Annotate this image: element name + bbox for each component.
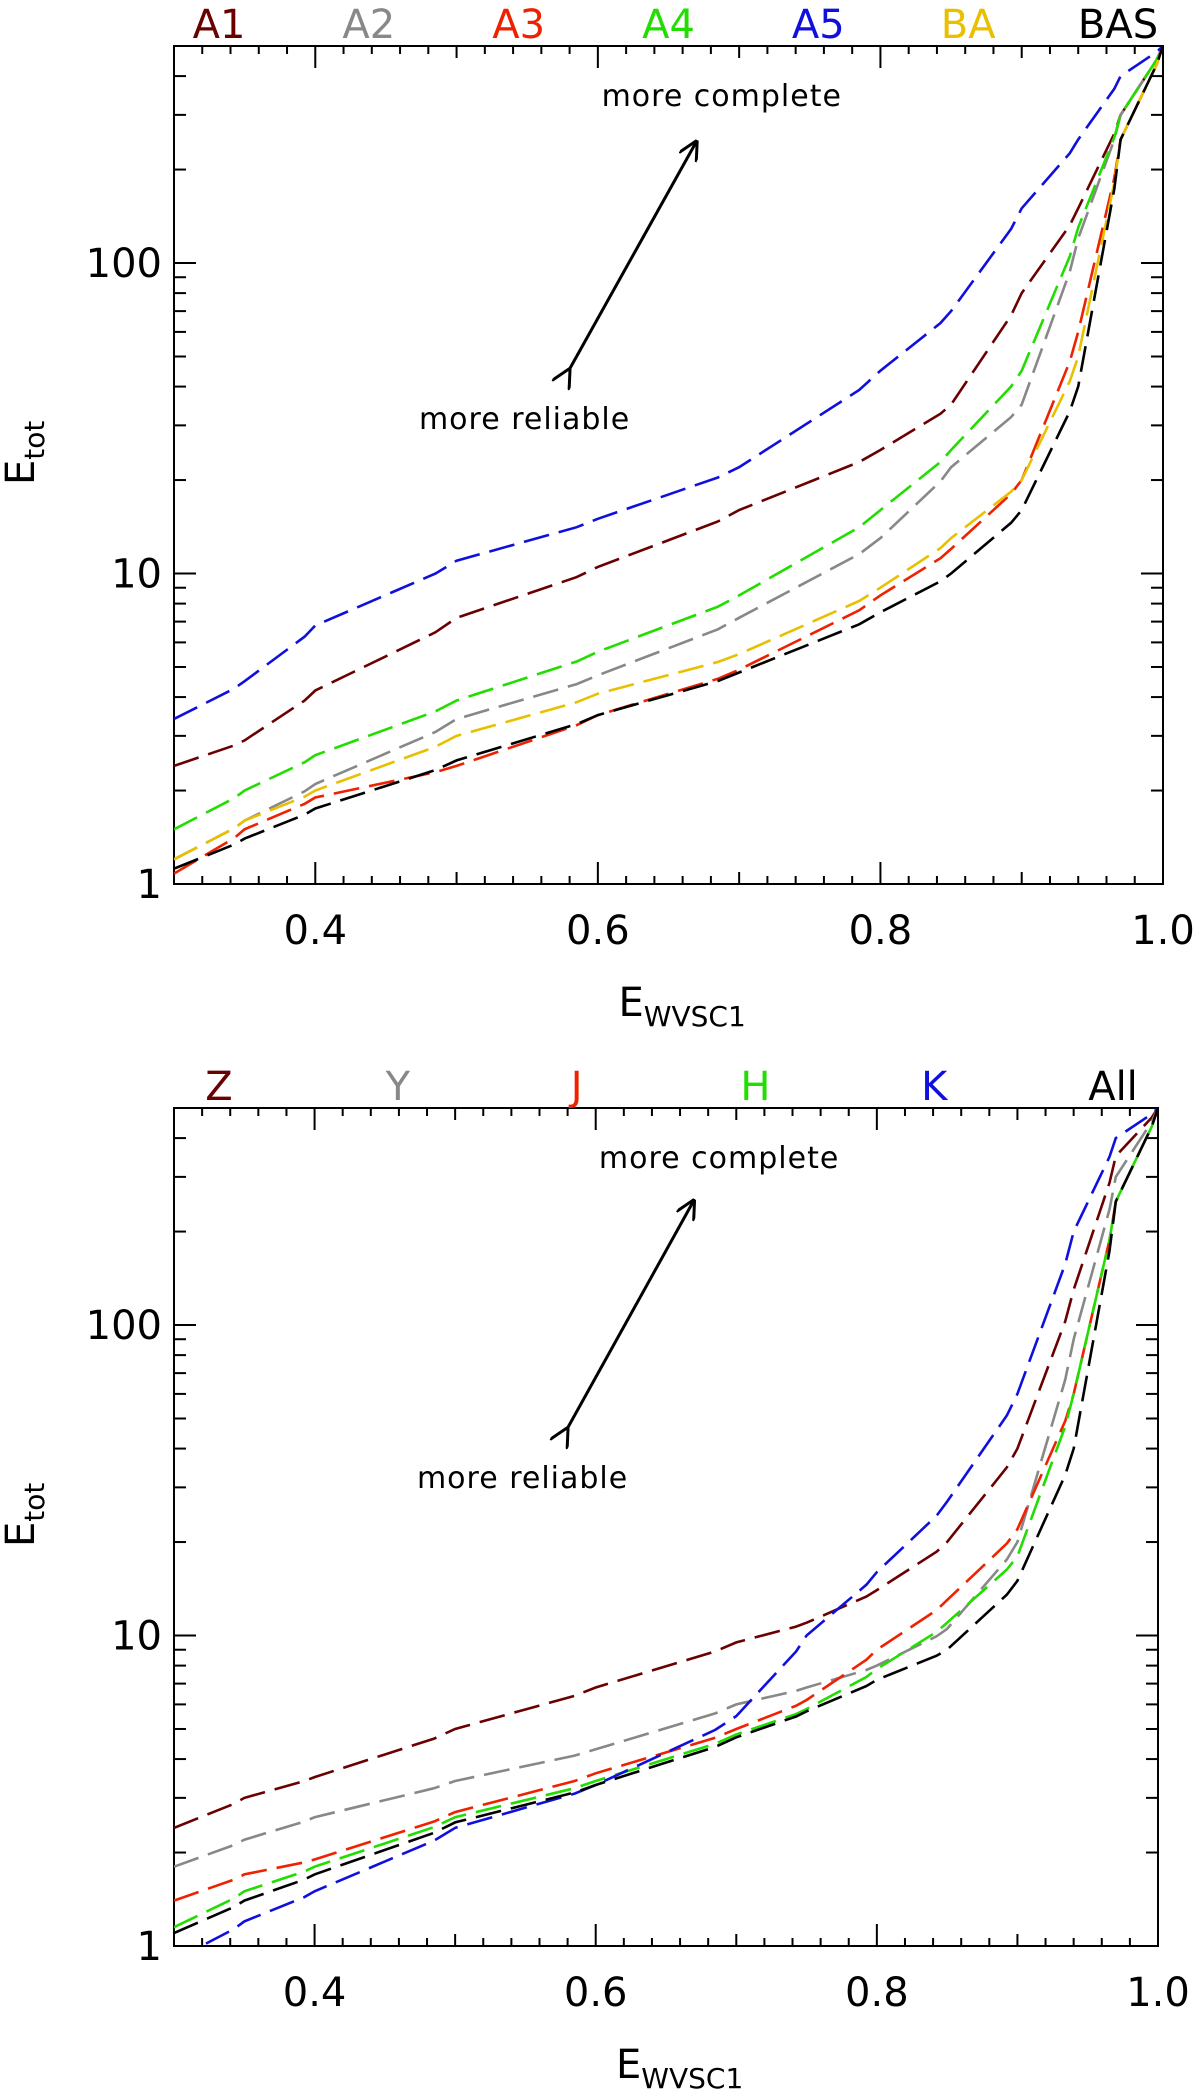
series-line-y bbox=[174, 1108, 1158, 1868]
y-axis-label: Etot bbox=[0, 1483, 51, 1547]
series-line-a1 bbox=[174, 46, 1163, 768]
x-axis-label: EWVSC1 bbox=[616, 2042, 743, 2092]
x-tick-label: 0.6 bbox=[564, 1970, 628, 2016]
y-tick-label: 1 bbox=[137, 862, 162, 908]
series-group bbox=[174, 46, 1163, 875]
legend-entry-h: H bbox=[740, 1064, 770, 1110]
legend-entry-a4: A4 bbox=[642, 2, 695, 48]
series-line-h bbox=[174, 1108, 1158, 1929]
legend-entry-z: Z bbox=[205, 1064, 232, 1110]
chart-panel-2: 0.4 0.6 0.8 1.0 1 10 100 EWVSC1 Etot Z Y J H K All more… bbox=[0, 1064, 1190, 2092]
annotation-more-complete: more complete bbox=[599, 1141, 839, 1176]
series-line-a4 bbox=[174, 46, 1163, 831]
legend-entry-bas: BAS bbox=[1078, 2, 1158, 48]
y-tick-label: 100 bbox=[86, 1303, 162, 1349]
plot-frame bbox=[173, 45, 1164, 885]
legend-entry-a1: A1 bbox=[193, 2, 246, 48]
plot-frame bbox=[173, 1107, 1159, 1947]
series-line-a2 bbox=[174, 46, 1163, 861]
y-tick-label: 1 bbox=[137, 1924, 162, 1970]
double-arrow bbox=[570, 141, 697, 369]
x-tick-label: 0.6 bbox=[566, 908, 630, 954]
y-axis-label: Etot bbox=[0, 421, 51, 485]
annotation-more-reliable: more reliable bbox=[419, 402, 630, 437]
legend-entry-j: J bbox=[568, 1064, 583, 1110]
x-tick-label: 0.4 bbox=[283, 1970, 347, 2016]
annotation-more-complete: more complete bbox=[602, 79, 842, 114]
x-tick-label: 1.0 bbox=[1126, 1970, 1190, 2016]
series-line-bas bbox=[174, 46, 1163, 870]
x-tick-label: 0.4 bbox=[283, 908, 347, 954]
series-line-j bbox=[174, 1108, 1158, 1902]
legend-entry-all: All bbox=[1088, 1064, 1138, 1110]
y-tick-label: 100 bbox=[86, 241, 162, 287]
double-arrow bbox=[568, 1200, 695, 1428]
legend-entry-k: K bbox=[921, 1064, 949, 1110]
x-axis-label: EWVSC1 bbox=[619, 980, 746, 1033]
y-tick-label: 10 bbox=[111, 552, 162, 598]
x-tick-label: 0.8 bbox=[845, 1970, 909, 2016]
series-line-ba bbox=[174, 46, 1163, 861]
series-line-all bbox=[174, 1108, 1158, 1935]
annotation-more-reliable: more reliable bbox=[417, 1461, 628, 1496]
legend-entry-a2: A2 bbox=[342, 2, 395, 48]
series-line-a3 bbox=[174, 46, 1163, 875]
legend-entry-a5: A5 bbox=[792, 2, 845, 48]
series-group bbox=[174, 1108, 1158, 1946]
y-tick-label: 10 bbox=[111, 1614, 162, 1660]
series-line-k bbox=[198, 1108, 1158, 1946]
series-line-z bbox=[174, 1108, 1158, 1830]
series-line-a5 bbox=[174, 46, 1163, 721]
legend-entry-a3: A3 bbox=[492, 2, 545, 48]
x-tick-label: 0.8 bbox=[849, 908, 913, 954]
legend-entry-y: Y bbox=[385, 1064, 411, 1110]
legend-entry-ba: BA bbox=[941, 2, 996, 48]
chart-panel-1: 0.4 0.6 0.8 1.0 1 10 100 EWVSC1 Etot A1 A2 A3 A4 A5 BA… bbox=[0, 2, 1195, 1033]
x-tick-label: 1.0 bbox=[1131, 908, 1195, 954]
